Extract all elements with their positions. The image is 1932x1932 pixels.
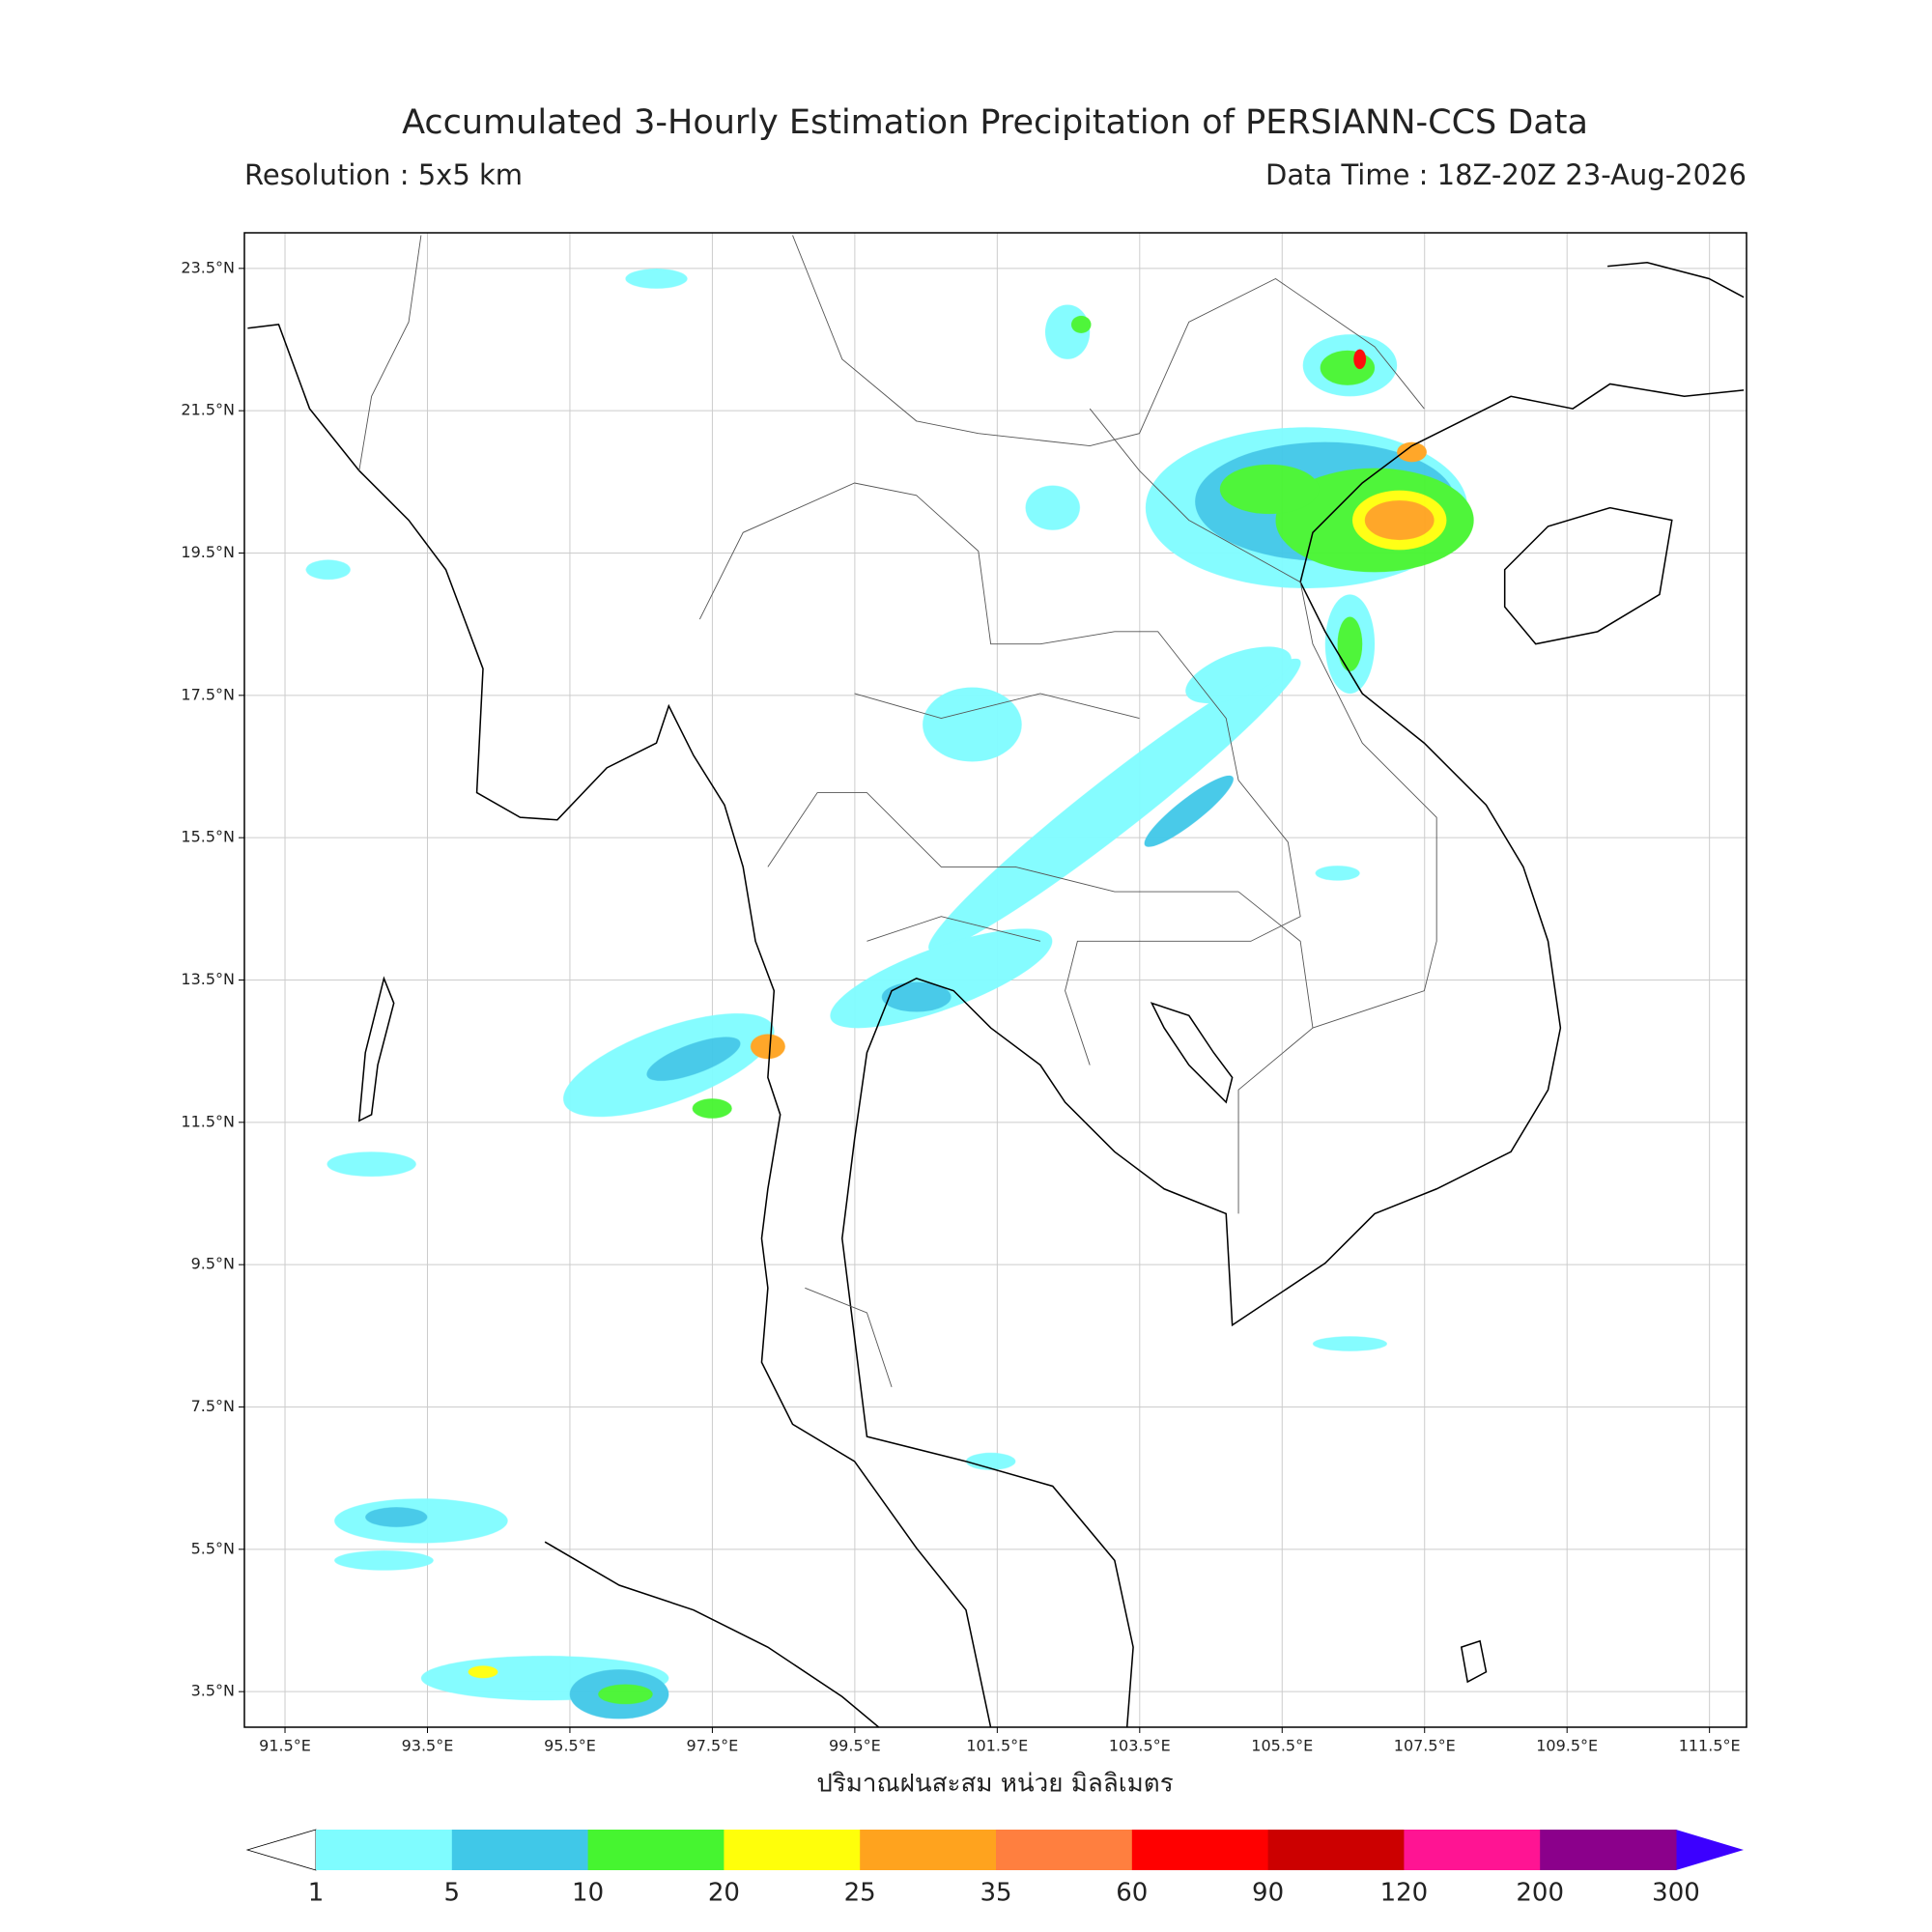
coastline	[1503, 506, 1673, 645]
x-tick-label: 103.5°E	[1109, 1737, 1171, 1755]
rain-area	[468, 1665, 498, 1679]
coastline	[247, 324, 992, 1728]
colorbar-label: 10	[572, 1879, 604, 1908]
rain-area	[1397, 441, 1427, 463]
colorbar-segment	[316, 1830, 453, 1870]
rain-area	[646, 1037, 741, 1081]
resolution: Resolution : 5x5 km	[244, 158, 523, 191]
x-tick-label: 111.5°E	[1679, 1737, 1741, 1755]
colorbar-segment	[860, 1830, 997, 1870]
colorbar: 1 5 10 20 25 35 60 90 120 200 300	[245, 1829, 1744, 1908]
rain-area	[1025, 485, 1080, 530]
x-tick-label: 105.5°E	[1251, 1737, 1313, 1755]
x-tick-label: 91.5°E	[259, 1737, 311, 1755]
coastline	[1607, 262, 1745, 298]
rain-area	[1315, 866, 1360, 881]
y-tick-label: 7.5°N	[191, 1397, 235, 1415]
colorbar-segment	[1267, 1830, 1405, 1870]
colorbar-label: 120	[1380, 1879, 1429, 1908]
x-tick-label: 109.5°E	[1536, 1737, 1598, 1755]
colorbar-segment	[587, 1830, 724, 1870]
rain-area	[327, 1151, 416, 1177]
rain-area	[1144, 775, 1234, 847]
rain-area	[965, 1452, 1016, 1470]
map-layer	[247, 235, 1745, 1728]
colorbar-label: 300	[1652, 1879, 1700, 1908]
rain-area	[1364, 499, 1435, 540]
rain-area	[923, 687, 1022, 762]
y-tick-label: 19.5°N	[181, 543, 235, 561]
title: Accumulated 3-Hourly Estimation Precipit…	[402, 103, 1588, 142]
rain-area	[928, 658, 1301, 952]
rain-area	[1337, 616, 1363, 671]
rain-area	[1070, 315, 1092, 333]
coastline	[357, 976, 395, 1122]
rain-area	[750, 1034, 785, 1060]
rain-area	[625, 269, 688, 289]
data-time: Data Time : 18Z-20Z 23-Aug-2026	[1265, 158, 1747, 191]
border	[698, 482, 1301, 1065]
x-tick-label: 101.5°E	[966, 1737, 1028, 1755]
x-tick-label: 95.5°E	[544, 1737, 596, 1755]
colorbar-label: 25	[844, 1879, 876, 1908]
rain-area	[1219, 464, 1320, 515]
rain-field	[305, 269, 1474, 1719]
colorbar-segment	[996, 1830, 1133, 1870]
coastline	[1150, 1002, 1234, 1104]
x-axis-label: ปริมาณฝนสะสม หน่วย มิลลิเมตร	[816, 1770, 1173, 1799]
colorbar-over	[1676, 1830, 1744, 1870]
colorbar-label: 20	[708, 1879, 740, 1908]
rain-area	[1320, 350, 1376, 385]
colorbar-label: 35	[980, 1879, 1011, 1908]
y-tick-label: 11.5°N	[181, 1112, 235, 1130]
colorbar-label: 5	[444, 1879, 461, 1908]
colorbar-segment	[1131, 1830, 1269, 1870]
border	[767, 693, 1314, 1388]
y-tick-label: 13.5°N	[181, 970, 235, 988]
y-tick-label: 3.5°N	[191, 1682, 235, 1700]
coastline	[1460, 1639, 1488, 1684]
colorbar-segment	[1404, 1830, 1541, 1870]
colorbar-segment	[451, 1830, 589, 1870]
rain-area	[365, 1507, 428, 1527]
y-tick-label: 15.5°N	[181, 828, 235, 846]
x-tick-label: 93.5°E	[402, 1737, 454, 1755]
rain-area	[1185, 646, 1292, 704]
y-tick-label: 9.5°N	[191, 1255, 235, 1273]
colorbar-label: 90	[1252, 1879, 1284, 1908]
colorbar-segment	[1540, 1830, 1677, 1870]
y-tick-label: 5.5°N	[191, 1539, 235, 1557]
colorbar-segment	[724, 1830, 861, 1870]
border	[358, 235, 1437, 1029]
colorbar-label: 60	[1116, 1879, 1148, 1908]
y-tick-label: 17.5°N	[181, 685, 235, 703]
rain-area	[598, 1684, 653, 1705]
x-tick-label: 97.5°E	[687, 1737, 739, 1755]
rain-area	[305, 559, 351, 580]
colorbar-label: 1	[308, 1879, 325, 1908]
x-tick-label: 99.5°E	[829, 1737, 881, 1755]
rain-area	[1353, 349, 1367, 370]
colorbar-label: 200	[1516, 1879, 1564, 1908]
rain-area	[334, 1550, 434, 1571]
rain-area	[692, 1098, 732, 1119]
x-tick-label: 107.5°E	[1394, 1737, 1456, 1755]
y-tick-label: 21.5°N	[181, 401, 235, 419]
rain-area	[881, 981, 952, 1012]
y-tick-label: 23.5°N	[181, 258, 235, 276]
rain-area	[1312, 1336, 1387, 1351]
coastline	[841, 383, 1745, 1728]
coastline	[544, 1541, 880, 1728]
